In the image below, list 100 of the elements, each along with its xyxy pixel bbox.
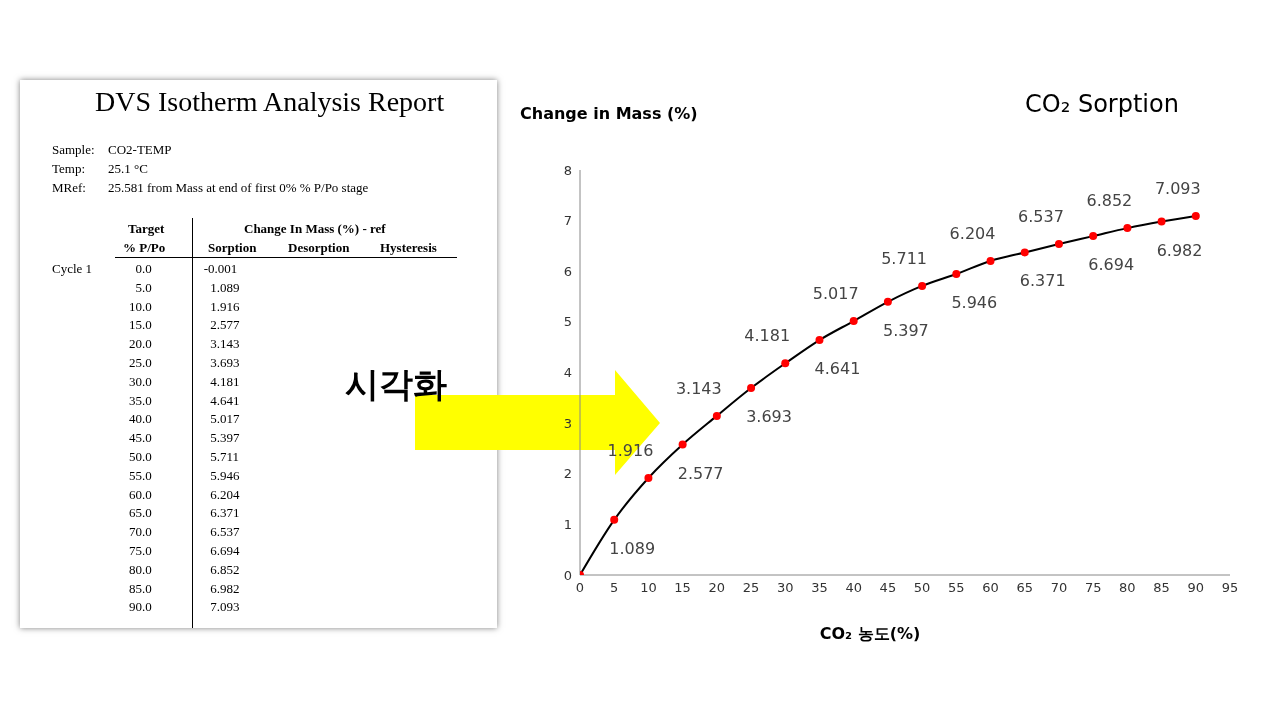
point xyxy=(678,440,687,449)
y-tick-label: 6 xyxy=(563,263,572,279)
text: Change In Mass (%) - ref xyxy=(244,221,386,237)
text: 75.0 6.694 xyxy=(129,543,240,558)
data-label: 6.852 xyxy=(1086,191,1133,211)
text: 80.0 6.852 xyxy=(129,561,240,577)
y-tick-label: 2 xyxy=(563,466,572,482)
point xyxy=(918,281,927,290)
x-tick-label: 70 xyxy=(1050,580,1068,596)
text: 시각화 xyxy=(345,363,447,406)
data-label: 4.181 xyxy=(744,326,791,346)
text: 55.0 5.946 xyxy=(129,467,240,483)
text: % P/Po xyxy=(123,240,166,256)
text: Desorption xyxy=(288,240,350,256)
x-tick-label: 50 xyxy=(913,580,931,596)
data-label: 6.694 xyxy=(1088,255,1135,275)
text: 25.0 3.693 xyxy=(129,355,240,370)
x-tick-label: 25 xyxy=(742,580,760,596)
text: 35.0 4.641 xyxy=(129,392,240,408)
x-tick-label: 85 xyxy=(1153,580,1170,596)
data-label: 6.537 xyxy=(1018,207,1064,227)
data-label: 4.641 xyxy=(814,359,861,379)
text: 5.0 1.089 xyxy=(135,279,240,295)
point xyxy=(1157,217,1166,226)
y-axis-title: Change in Mass (%) xyxy=(520,104,698,123)
y-tick-label: 7 xyxy=(563,213,572,229)
x-tick-label: 60 xyxy=(982,580,999,596)
x-tick-label: 90 xyxy=(1187,580,1205,596)
text: 90.0 7.093 xyxy=(129,599,240,615)
data-label: 2.577 xyxy=(677,463,724,483)
data-label: 1.089 xyxy=(609,538,656,558)
text: Target xyxy=(128,221,165,237)
data-label: 3.143 xyxy=(675,378,722,398)
y-tick-label: 8 xyxy=(563,162,572,178)
point xyxy=(1089,232,1098,241)
point xyxy=(1020,248,1029,257)
text: 70.0 6.537 xyxy=(129,524,240,540)
x-tick-label: 95 xyxy=(1221,580,1239,596)
point xyxy=(712,411,721,420)
point xyxy=(1191,211,1200,220)
text: CO2-TEMP xyxy=(108,142,172,158)
y-tick-label: 5 xyxy=(563,314,572,330)
text: 25.1 °C xyxy=(108,161,148,177)
x-tick-label: 80 xyxy=(1119,580,1136,596)
data-label: 5.946 xyxy=(951,292,998,312)
point xyxy=(747,384,756,393)
text: 60.0 6.204 xyxy=(129,486,240,502)
point xyxy=(986,256,995,265)
x-tick-label: 65 xyxy=(1016,580,1034,596)
text: MRef: xyxy=(52,180,86,196)
y-tick-label: 4 xyxy=(563,365,572,381)
point xyxy=(644,474,653,482)
text: Sample: xyxy=(52,142,95,158)
point xyxy=(1054,240,1063,249)
point xyxy=(781,359,790,368)
text: 45.0 5.397 xyxy=(129,430,240,446)
x-tick-label: 10 xyxy=(640,580,657,596)
x-tick-label: 30 xyxy=(776,580,794,596)
text: 85.0 6.982 xyxy=(129,580,240,596)
point xyxy=(610,515,619,524)
data-label: 6.204 xyxy=(949,223,996,243)
y-tick-label: 1 xyxy=(563,516,572,532)
data-label: 5.711 xyxy=(881,248,928,268)
x-tick-label: 75 xyxy=(1084,580,1102,596)
x-tick-label: 0 xyxy=(575,580,585,596)
point xyxy=(1123,224,1132,233)
text: Cycle 1 xyxy=(52,261,93,277)
text: 10.0 1.916 xyxy=(129,298,240,314)
text: 25.581 from Mass at end of first 0% % P/Po stage xyxy=(108,180,369,196)
x-tick-label: 5 xyxy=(610,580,619,596)
text: 65.0 6.371 xyxy=(129,505,240,521)
data-label: 3.693 xyxy=(746,407,792,427)
text: DVS Isotherm Analysis Report xyxy=(95,86,445,118)
x-tick-label: 15 xyxy=(674,580,691,596)
x-axis-title: CO₂ 농도(%) xyxy=(818,624,922,645)
point xyxy=(883,297,892,306)
text: Sorption xyxy=(208,240,257,256)
x-tick-label: 35 xyxy=(811,580,828,596)
text: 50.0 5.711 xyxy=(129,449,240,464)
text: 30.0 4.181 xyxy=(129,373,240,389)
chart-title: CO₂ Sorption xyxy=(1025,90,1179,118)
x-tick-label: 20 xyxy=(708,580,726,596)
data-label: 7.093 xyxy=(1154,178,1201,198)
x-tick-label: 55 xyxy=(948,580,965,596)
x-tick-label: 45 xyxy=(879,580,897,596)
data-label: 6.982 xyxy=(1156,240,1203,260)
y-tick-label: 0 xyxy=(563,567,572,583)
point xyxy=(952,269,961,278)
text: 0.0 -0.001 xyxy=(135,261,238,276)
text: 15.0 2.577 xyxy=(129,317,240,333)
text: Temp: xyxy=(52,161,86,177)
data-label: 5.017 xyxy=(812,284,859,304)
point xyxy=(815,336,824,345)
text: 20.0 3.143 xyxy=(129,336,240,352)
data-label: 5.397 xyxy=(882,320,929,340)
x-tick-label: 40 xyxy=(845,580,862,596)
data-label: 6.371 xyxy=(1019,271,1066,291)
text: Hysteresis xyxy=(380,240,437,256)
point xyxy=(849,317,858,326)
text: 40.0 5.017 xyxy=(129,411,240,427)
